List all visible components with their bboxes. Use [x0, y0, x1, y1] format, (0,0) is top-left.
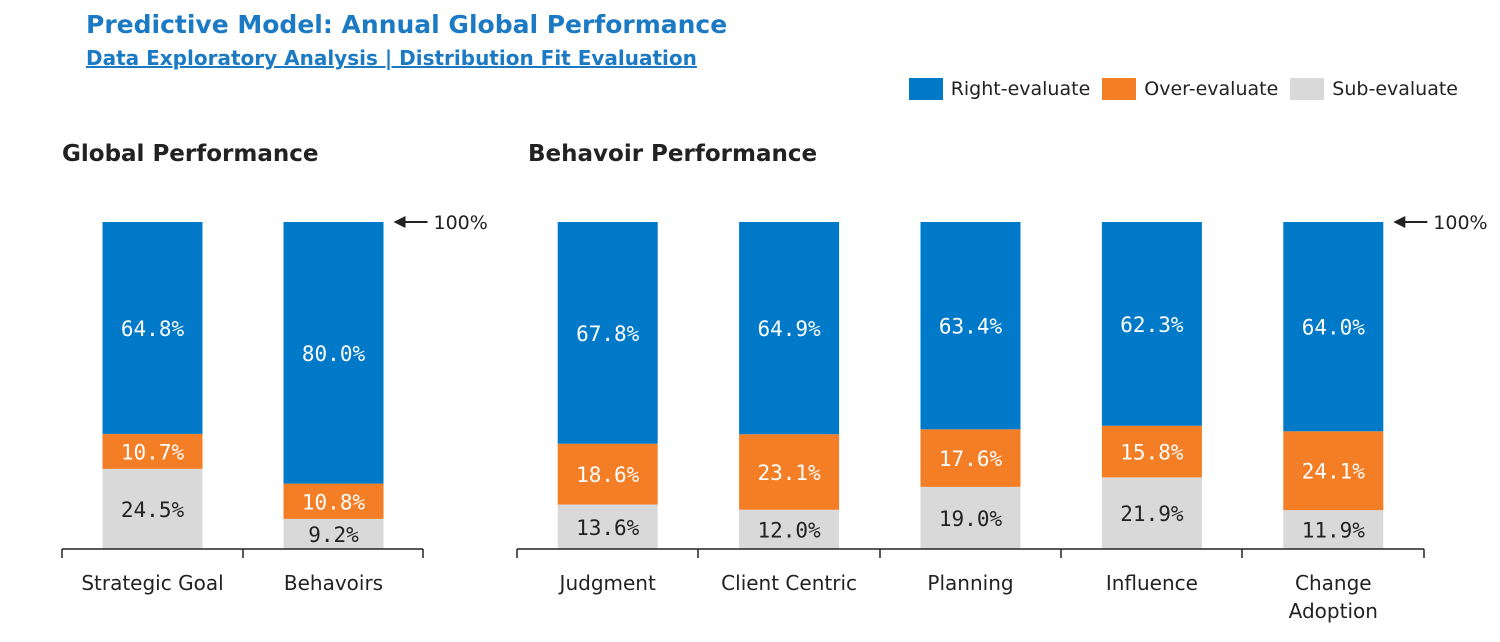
- data-label-judgment-sub-evaluate: 13.6%: [576, 516, 640, 540]
- bar-behavoirs-over-evaluate: [283, 483, 384, 519]
- annotation-arrow-head: [1393, 216, 1406, 228]
- category-label-planning: Planning: [927, 571, 1013, 595]
- bar-planning-over-evaluate: [920, 429, 1021, 487]
- data-label-change-adoption-right-evaluate: 64.0%: [1302, 316, 1366, 340]
- annotation-100-percent: 100%: [1433, 212, 1487, 234]
- category-label-influence: Influence: [1106, 571, 1198, 595]
- category-label-strategic-goal: Strategic Goal: [81, 571, 223, 595]
- bar-strategic-goal-over-evaluate: [102, 433, 203, 469]
- legend-label: Over-evaluate: [1144, 78, 1279, 100]
- bar-change-adoption-sub-evaluate: [1283, 510, 1384, 549]
- data-label-influence-over-evaluate: 15.8%: [1120, 441, 1184, 465]
- bar-planning-sub-evaluate: [920, 486, 1021, 549]
- category-label-client-centric: Client Centric: [721, 571, 857, 595]
- data-label-influence-right-evaluate: 62.3%: [1120, 313, 1184, 337]
- legend-item-right-evaluate: Right-evaluate: [908, 78, 1091, 100]
- category-label-judgment: Judgment: [558, 571, 656, 595]
- data-label-change-adoption-sub-evaluate: 11.9%: [1302, 519, 1366, 543]
- data-label-behavoirs-sub-evaluate: 9.2%: [308, 523, 359, 547]
- data-label-client-centric-over-evaluate: 23.1%: [757, 461, 821, 485]
- data-label-strategic-goal-sub-evaluate: 24.5%: [121, 498, 185, 522]
- data-label-behavoirs-over-evaluate: 10.8%: [302, 490, 366, 514]
- category-label-change-adoption-line2: Adoption: [1289, 599, 1378, 623]
- category-label-behavoirs: Behavoirs: [284, 571, 383, 595]
- chart-legend: Right-evaluate Over-evaluate Sub-evaluat…: [897, 76, 1458, 102]
- bar-influence-over-evaluate: [1101, 425, 1202, 478]
- page-subtitle[interactable]: Data Exploratory Analysis | Distribution…: [86, 46, 697, 70]
- data-label-behavoirs-right-evaluate: 80.0%: [302, 342, 366, 366]
- legend-swatch-right-evaluate: [908, 78, 943, 100]
- data-label-judgment-right-evaluate: 67.8%: [576, 322, 640, 346]
- bar-strategic-goal-right-evaluate: [102, 222, 203, 434]
- bar-judgment-sub-evaluate: [557, 504, 658, 549]
- data-label-influence-sub-evaluate: 21.9%: [1120, 502, 1184, 526]
- legend-item-sub-evaluate: Sub-evaluate: [1290, 78, 1458, 100]
- data-label-strategic-goal-over-evaluate: 10.7%: [121, 440, 185, 464]
- bar-behavoirs-right-evaluate: [283, 222, 384, 484]
- bar-planning-right-evaluate: [920, 222, 1021, 430]
- bar-influence-right-evaluate: [1101, 222, 1202, 426]
- data-label-client-centric-sub-evaluate: 12.0%: [757, 518, 821, 542]
- legend-swatch-over-evaluate: [1102, 78, 1137, 100]
- bar-client-centric-over-evaluate: [739, 434, 840, 510]
- data-label-planning-sub-evaluate: 19.0%: [939, 507, 1003, 531]
- bar-change-adoption-right-evaluate: [1283, 222, 1384, 432]
- bar-behavoirs-sub-evaluate: [283, 518, 384, 549]
- data-label-planning-right-evaluate: 63.4%: [939, 315, 1003, 339]
- bar-change-adoption-over-evaluate: [1283, 431, 1384, 511]
- data-label-client-centric-right-evaluate: 64.9%: [757, 317, 821, 341]
- bar-judgment-right-evaluate: [557, 222, 658, 444]
- legend-label: Sub-evaluate: [1332, 78, 1458, 100]
- behavior-performance-title: Behavoir Performance: [528, 141, 818, 167]
- bar-influence-sub-evaluate: [1101, 477, 1202, 549]
- bar-strategic-goal-sub-evaluate: [102, 468, 203, 549]
- annotation-arrow-head: [393, 216, 406, 228]
- legend-item-over-evaluate: Over-evaluate: [1102, 78, 1278, 100]
- bar-client-centric-sub-evaluate: [739, 509, 840, 549]
- page-title: Predictive Model: Annual Global Performa…: [86, 10, 728, 39]
- annotation-100-percent: 100%: [434, 212, 488, 234]
- legend-label: Right-evaluate: [950, 78, 1091, 100]
- category-label-change-adoption-line1: Change: [1295, 571, 1372, 595]
- bar-judgment-over-evaluate: [557, 443, 658, 505]
- data-label-strategic-goal-right-evaluate: 64.8%: [121, 317, 185, 341]
- data-label-planning-over-evaluate: 17.6%: [939, 447, 1003, 471]
- data-label-judgment-over-evaluate: 18.6%: [576, 463, 640, 487]
- data-label-change-adoption-over-evaluate: 24.1%: [1302, 460, 1366, 484]
- global-performance-title: Global Performance: [62, 141, 319, 167]
- legend-swatch-sub-evaluate: [1290, 78, 1325, 100]
- bar-client-centric-right-evaluate: [739, 222, 840, 435]
